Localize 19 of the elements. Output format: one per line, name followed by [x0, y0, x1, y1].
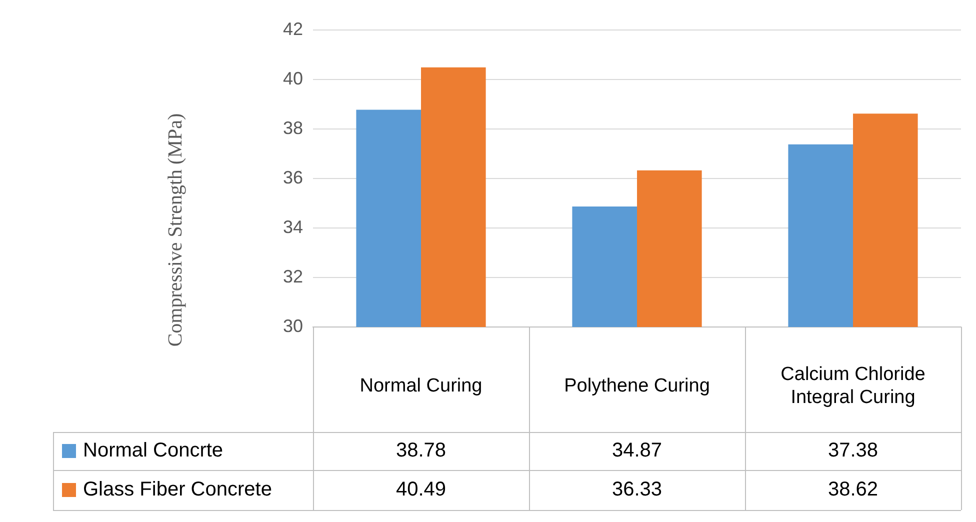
- y-tick-label: 36: [282, 167, 303, 188]
- x-tick-label: Calcium Chloride Integral Curing: [780, 364, 926, 408]
- data-label: 40.49: [396, 478, 446, 501]
- data-label: 36.33: [612, 478, 662, 501]
- y-tick-label: 38: [282, 118, 303, 138]
- x-tick-label: Normal Curing: [360, 376, 482, 397]
- y-tick-label: 30: [282, 316, 303, 336]
- y-axis-title: Compressive Strength (MPa): [164, 113, 186, 347]
- data-label: 38.62: [828, 478, 878, 501]
- legend-label: Normal Concrte: [83, 440, 224, 462]
- y-tick-label: 42: [282, 18, 303, 39]
- y-tick-label: 40: [282, 68, 303, 88]
- data-label: 34.87: [612, 440, 662, 462]
- data-label: 37.38: [828, 440, 878, 462]
- x-tick-label: Polythene Curing: [564, 376, 710, 397]
- y-tick-label: 32: [282, 266, 303, 286]
- y-tick-label: 34: [282, 216, 303, 237]
- data-label: 38.78: [396, 440, 446, 462]
- legend-label: Glass Fiber Concrete: [83, 478, 272, 501]
